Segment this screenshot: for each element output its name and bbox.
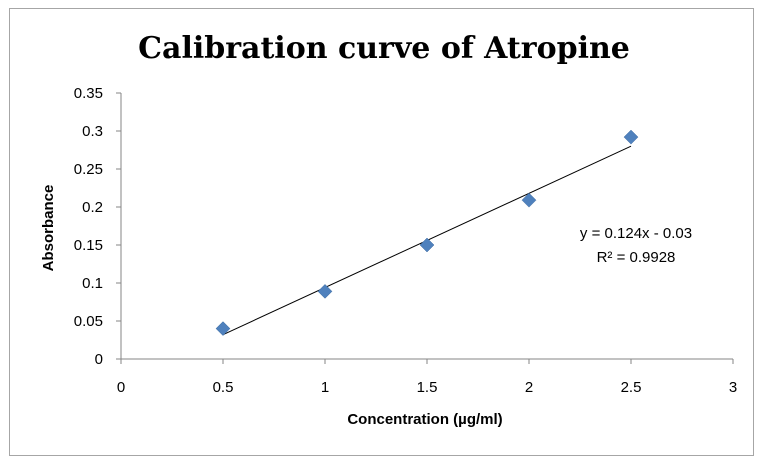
x-tick-label: 2.5	[621, 379, 642, 396]
x-tick-label: 1.5	[417, 379, 438, 396]
y-tick-label: 0.25	[74, 161, 103, 178]
x-tick-label: 0	[117, 379, 125, 396]
y-axis-title: Absorbance	[40, 185, 57, 272]
data-point	[317, 284, 333, 299]
y-tick-label: 0.2	[82, 199, 103, 216]
x-tick-label: 3	[729, 379, 737, 396]
r2-label: R² = 0.9928	[597, 249, 676, 266]
data-point	[623, 129, 639, 145]
y-tick-labels: 0 0.05 0.1 0.15 0.2 0.25 0.3 0.35	[74, 85, 103, 368]
y-tick-label: 0	[95, 351, 103, 368]
x-axis-title: Concentration (µg/ml)	[347, 411, 502, 428]
equation-label: y = 0.124x - 0.03	[580, 225, 692, 242]
data-points	[215, 129, 639, 336]
data-point	[521, 192, 537, 208]
y-tick-label: 0.3	[82, 123, 103, 140]
axes	[116, 92, 734, 364]
x-tick-labels: 0 0.5 1 1.5 2 2.5 3	[117, 379, 737, 396]
x-tick-label: 1	[321, 379, 329, 396]
y-tick-label: 0.1	[82, 275, 103, 292]
data-point	[215, 321, 231, 336]
x-tick-label: 0.5	[213, 379, 234, 396]
chart-title: Calibration curve of Atropine	[138, 31, 630, 66]
y-tick-label: 0.15	[74, 237, 103, 254]
y-tick-label: 0.05	[74, 313, 103, 330]
x-tick-label: 2	[525, 379, 533, 396]
data-point	[419, 237, 435, 253]
y-tick-label: 0.35	[74, 85, 103, 102]
chart-frame	[9, 8, 754, 456]
